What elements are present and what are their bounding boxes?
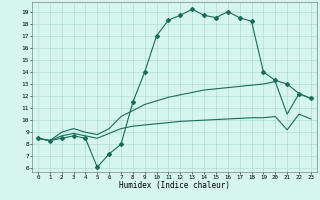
X-axis label: Humidex (Indice chaleur): Humidex (Indice chaleur)	[119, 181, 230, 190]
